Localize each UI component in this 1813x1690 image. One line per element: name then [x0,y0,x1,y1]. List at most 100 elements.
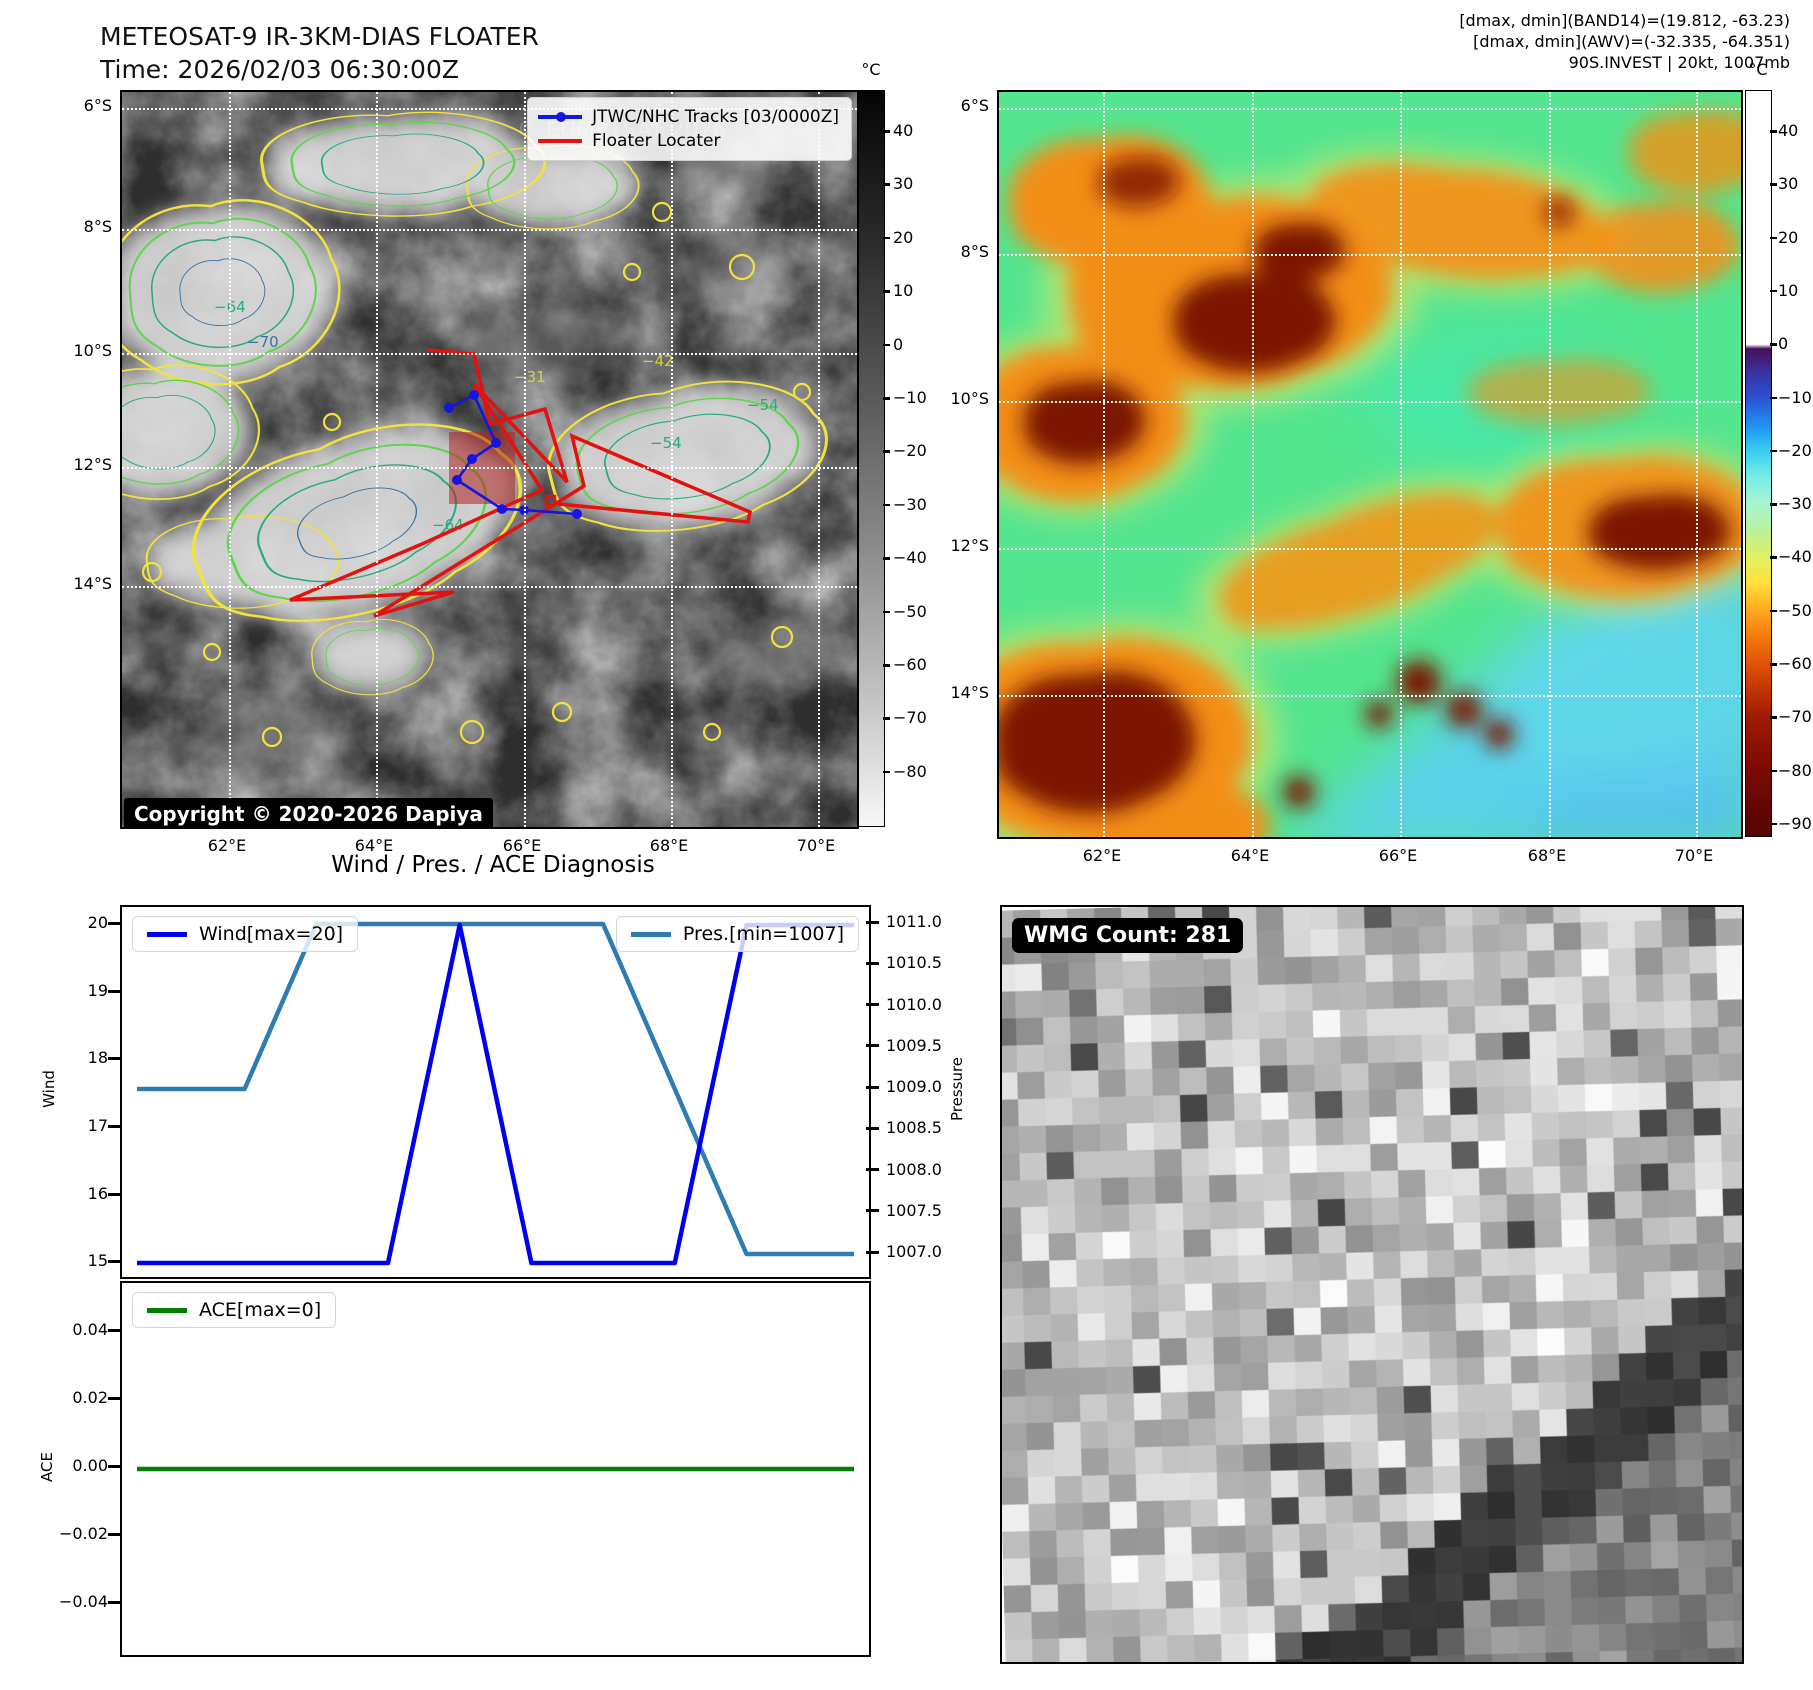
colorbar-tick-label: 10 [1778,280,1799,300]
tick-mark [883,130,890,133]
ace-chart: ACE[max=0] [120,1281,871,1657]
legend-row-tracks: JTWC/NHC Tracks [03/0000Z] [538,105,839,129]
satellite-time: Time: 2026/02/03 06:30:00Z [100,55,459,84]
colorbar-unit-right: °C [1748,60,1768,79]
tick-mark [1770,503,1777,506]
ir-grayscale-map: −64 −70 −64 −54 −54 −42 −31 [120,90,859,829]
gridline-horizontal [122,352,857,355]
lon-tick-label: 70°E [796,836,836,855]
lat-tick-label: 12°S [950,535,989,555]
gridline-vertical [1102,92,1105,837]
tick-mark [866,1126,879,1130]
lon-tick-label: 62°E [207,836,247,855]
ace-legend: ACE[max=0] [132,1292,337,1328]
colorbar-tick-label: 30 [893,174,914,194]
colorbar-tick-label: −30 [1778,494,1812,514]
gridline-vertical [1252,92,1255,837]
lat-tick-label: 8°S [83,216,112,236]
legend-row-floater: Floater Locater [538,129,839,153]
ir-color-map [997,90,1743,839]
floater-current-marker [544,494,557,507]
gridline-horizontal [122,466,857,469]
gridline-vertical [229,92,232,827]
colorbar-tick-label: 40 [893,121,914,140]
pressure-tick-label: 1011.0 [886,912,942,931]
tick-mark [883,664,890,667]
colorbar-tick-label: −70 [1778,707,1812,727]
tick-mark [1770,449,1777,453]
tick-mark [883,503,890,507]
pressure-line-sample [630,931,671,937]
tick-mark [866,1044,879,1048]
tick-mark [866,1168,879,1171]
contour-label: −42 [642,352,674,370]
tick-mark [866,1250,879,1254]
wind-tick-label: 19 [87,981,108,1000]
colorbar-tick-label: −20 [1778,440,1812,460]
pressure-tick-label: 1010.5 [886,953,942,973]
copyright-banner: Copyright © 2020-2026 Dapiya [124,798,493,827]
tick-mark [1770,130,1777,133]
ace-legend-label: ACE[max=0] [199,1299,322,1321]
wind-tick-label: 18 [87,1048,108,1067]
colorbar-tick-label: −10 [1778,387,1812,407]
tick-mark [1770,343,1777,346]
wind-line [137,922,854,1266]
legend-track-label: JTWC/NHC Tracks [03/0000Z] [592,107,839,127]
colorbar-tick-label: −30 [893,494,927,514]
invest-status: 90S.INVEST | 20kt, 1007mb [1568,53,1790,72]
diagnosis-title: Wind / Pres. / ACE Diagnosis [331,852,655,878]
gridline-horizontal [999,401,1741,404]
lat-tick-label: 10°S [950,389,989,409]
lon-tick-label: 62°E [1082,846,1122,865]
colorbar-tick-label: −70 [893,708,927,728]
jtwc-nhc-track [444,390,582,519]
floater-line-sample [538,139,583,143]
colorbar-tick-label: 0 [893,334,904,354]
colorbar-tick-label: −20 [893,441,927,461]
tick-mark [108,1192,121,1196]
grayscale-colorbar [858,90,885,827]
gridline-vertical [1548,92,1551,837]
lat-tick-label: 12°S [73,454,112,474]
tick-mark [108,921,121,925]
colorbar-tick-label: −60 [893,655,927,674]
tick-mark [883,557,890,560]
tick-mark [1770,289,1777,293]
contour-label: −54 [747,396,779,414]
tick-mark [1770,716,1777,719]
lon-tick-label: 68°E [1527,846,1567,865]
wind-tick-label: 15 [87,1251,108,1270]
lat-tick-label: 6°S [960,95,989,115]
wmg-mosaic-panel [1000,905,1744,1664]
colorbar-tick-label: −50 [1778,600,1812,620]
tick-mark [883,183,890,186]
colorbar-tick-label: 30 [1778,174,1799,194]
lon-tick-label: 66°E [502,836,542,855]
wind-tick-label: 16 [87,1184,108,1203]
wmg-count-badge: WMG Count: 281 [1012,918,1244,953]
lat-tick-label: 6°S [83,96,112,116]
gridline-vertical [1695,92,1698,837]
tick-mark [108,1259,121,1263]
ir-colorbar [1745,90,1772,837]
contour-label: −70 [247,333,279,351]
gridline-horizontal [122,585,857,588]
colorbar-tick-label: 20 [893,227,914,247]
pressure-tick-label: 1007.5 [886,1200,942,1220]
ace-plot [137,1466,854,1472]
left-panel-title: METEOSAT-9 IR-3KM-DIAS FLOATER Time: 202… [100,20,539,86]
lat-tick-label: 14°S [950,682,989,702]
track-line-sample [538,112,583,122]
colorbar-tick-label: −10 [893,388,927,407]
wind-tick-label: 17 [87,1116,108,1135]
tick-mark [883,397,890,400]
pressure-tick-label: 1007.0 [886,1242,942,1261]
tick-mark [108,1464,121,1468]
wind-pressure-chart: Wind[max=20] Pres.[min=1007] [120,905,871,1279]
colorbar-tick-label: −80 [893,761,927,781]
lat-tick-label: 8°S [960,241,989,261]
gridline-horizontal [999,694,1741,697]
gridline-horizontal [122,108,857,111]
lon-tick-label: 66°E [1378,846,1418,865]
